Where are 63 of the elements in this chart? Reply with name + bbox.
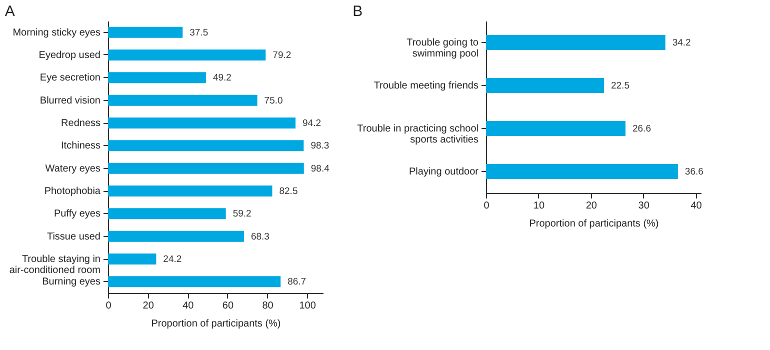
y-tick-label: Eye secretion [40, 72, 100, 84]
y-tick-label: Burning eyes [42, 276, 100, 288]
y-tick-label: Playing outdoor [409, 166, 480, 178]
y-tick-label: Puffy eyes [54, 208, 100, 220]
bar [108, 230, 244, 242]
x-tick-label: 0 [484, 200, 490, 212]
bar [108, 140, 304, 152]
x-tick-label: 80 [262, 300, 274, 312]
data-label: 75.0 [264, 95, 283, 106]
bar [108, 186, 272, 196]
bar [108, 26, 183, 38]
y-tick-label: Eyedrop used [38, 50, 100, 61]
y-tick-label: Redness [61, 118, 100, 129]
data-label: 94.2 [302, 118, 322, 129]
x-tick-label: 40 [182, 300, 194, 312]
bar [108, 254, 156, 264]
data-label: 79.2 [272, 50, 292, 61]
data-label: 24.2 [163, 254, 182, 265]
bar [108, 50, 266, 60]
data-label: 98.4 [310, 163, 330, 174]
y-tick-label: Blurred vision [40, 95, 100, 106]
text: B [352, 3, 363, 20]
y-tick-label: Photophobia [44, 186, 101, 197]
bar [108, 94, 258, 106]
bar [108, 208, 226, 220]
x-tick-label: 20 [142, 300, 154, 312]
data-label: 98.3 [310, 140, 330, 152]
y-tick-label: Itchiness [61, 140, 100, 152]
y-tick-label: Watery eyes [45, 163, 100, 174]
x-tick-label: 20 [586, 200, 598, 212]
data-label: 22.5 [610, 80, 630, 92]
x-tick-label: 10 [533, 200, 545, 212]
x-tick-label: 100 [299, 300, 316, 312]
x-tick-label: 60 [222, 300, 234, 312]
y-tick-label: Tissue used [46, 231, 100, 242]
data-label: 49.2 [212, 72, 232, 84]
bar [108, 118, 296, 128]
data-label: 36.6 [684, 166, 704, 178]
data-label: 37.5 [190, 27, 208, 38]
x-axis-title: Proportion of participants (%) [151, 318, 281, 330]
x-axis-title: Proportion of participants (%) [529, 218, 659, 230]
x-tick-label: 40 [690, 200, 702, 212]
x-tick-label: 0 [106, 300, 112, 312]
chart-title: A [4, 3, 15, 20]
data-label: 86.7 [288, 276, 306, 288]
y-tick-label: Trouble meeting friends [374, 80, 478, 92]
data-label: 34.2 [672, 38, 691, 48]
bar [486, 35, 666, 50]
y-tick-label: Trouble staying in air-conditioned room [9, 254, 100, 276]
y-tick-label: Trouble going to swimming pool [406, 38, 479, 60]
bar [486, 121, 626, 136]
bar [486, 164, 678, 179]
bar [108, 276, 281, 288]
bar [108, 162, 304, 174]
data-label: 59.2 [232, 208, 252, 220]
bar [486, 78, 604, 93]
data-label: 82.5 [279, 186, 298, 197]
bar [108, 72, 206, 84]
y-tick-label: Trouble in practicing school sports activities [357, 124, 478, 146]
data-label: 26.6 [632, 124, 651, 134]
y-tick-label: Morning sticky eyes [12, 27, 100, 38]
data-label: 68.3 [250, 231, 270, 242]
x-tick-label: 30 [638, 200, 650, 212]
